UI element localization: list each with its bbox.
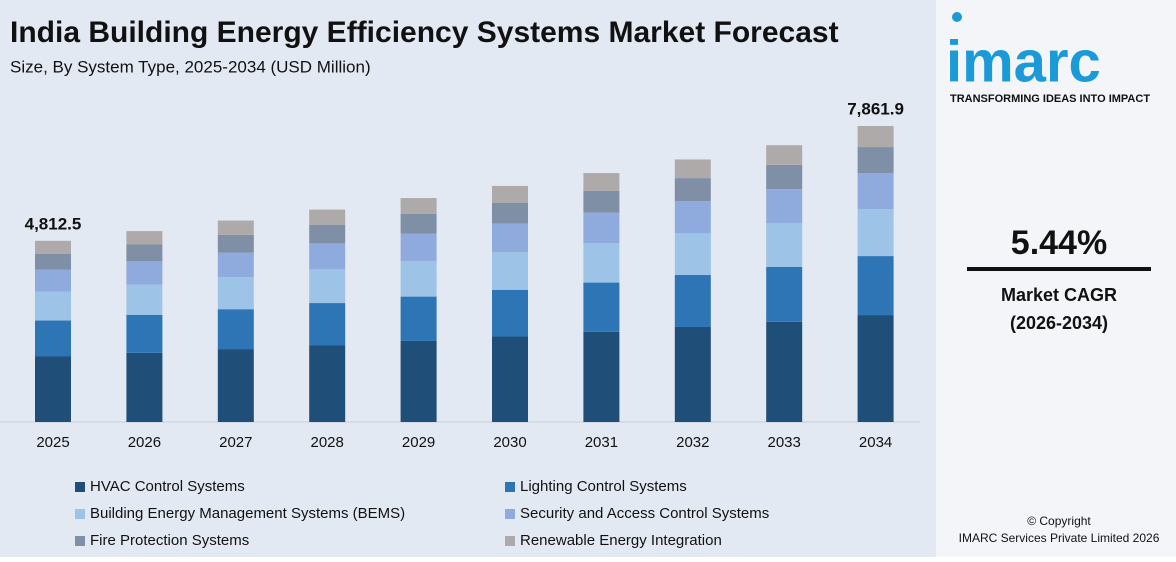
bar-segment <box>35 356 71 422</box>
bar-segment <box>583 212 620 244</box>
x-tick-label: 2033 <box>768 434 801 451</box>
cagr-period: (2026-2034) <box>1010 313 1108 333</box>
bar-segment <box>857 147 894 174</box>
x-tick-label: 2025 <box>36 434 69 451</box>
bar-segment <box>766 321 803 422</box>
bar-segment <box>126 352 163 422</box>
bar-segment <box>492 336 528 422</box>
bar-segment <box>857 209 894 257</box>
chart-subtitle: Size, By System Type, 2025-2034 (USD Mil… <box>10 57 371 76</box>
tagline: TRANSFORMING IDEAS INTO IMPACT <box>950 93 1150 105</box>
bar-segment <box>217 277 254 310</box>
bar-segment <box>35 320 71 357</box>
bar-segment <box>400 340 437 422</box>
bar-segment <box>583 173 620 191</box>
copyright: © Copyright <box>1027 514 1091 528</box>
bar-segment <box>35 291 71 321</box>
sidebar-background <box>936 0 1176 557</box>
bar-segment <box>492 223 528 253</box>
bar-segment <box>217 349 254 422</box>
legend-swatch <box>75 536 85 546</box>
legend-swatch <box>75 509 85 519</box>
legend-label: Renewable Energy Integration <box>520 532 722 549</box>
x-tick-label: 2032 <box>676 434 709 451</box>
bar-segment <box>400 213 437 234</box>
bar-segment <box>492 289 528 337</box>
bar-segment <box>217 252 254 278</box>
bar-segment <box>857 315 894 422</box>
cagr-rule <box>967 267 1151 271</box>
bar-segment <box>583 190 620 213</box>
total-label: 7,861.9 <box>847 99 904 118</box>
cagr-value: 5.44% <box>1011 224 1107 262</box>
bar-segment <box>674 201 711 234</box>
bar-segment <box>309 269 346 304</box>
chart-title: India Building Energy Efficiency Systems… <box>10 16 839 49</box>
bar-segment <box>126 284 163 315</box>
bar-segment <box>674 275 711 327</box>
bar-segment <box>217 309 254 350</box>
logo-dot <box>952 12 962 22</box>
bar-segment <box>400 296 437 341</box>
bar-segment <box>126 244 163 262</box>
x-tick-label: 2030 <box>493 434 526 451</box>
bar-segment <box>217 220 254 235</box>
bar-segment <box>857 173 894 210</box>
x-tick-label: 2029 <box>402 434 435 451</box>
bar-segment <box>674 233 711 276</box>
bar-segment <box>35 269 71 292</box>
x-tick-label: 2027 <box>219 434 252 451</box>
bar-segment <box>217 234 254 253</box>
x-tick-label: 2026 <box>128 434 161 451</box>
bar-segment <box>766 222 803 267</box>
legend-swatch <box>505 536 515 546</box>
x-tick-label: 2028 <box>311 434 344 451</box>
bar-segment <box>674 159 711 179</box>
bar-segment <box>766 266 803 322</box>
bar-segment <box>857 126 894 148</box>
bar-segment <box>583 282 620 332</box>
legend-swatch <box>505 482 515 492</box>
bar-segment <box>126 314 163 353</box>
bar-segment <box>674 326 711 422</box>
legend-label: Fire Protection Systems <box>90 532 249 549</box>
bar-segment <box>400 260 437 297</box>
company: IMARC Services Private Limited 2026 <box>959 531 1160 545</box>
bar-segment <box>400 233 437 261</box>
bar-segment <box>857 256 894 316</box>
x-tick-label: 2031 <box>585 434 618 451</box>
legend-label: HVAC Control Systems <box>90 478 245 495</box>
logo: imarc <box>946 29 1101 94</box>
bar-segment <box>309 224 346 244</box>
x-tick-label: 2034 <box>859 434 892 451</box>
legend-swatch <box>75 482 85 492</box>
bar-segment <box>309 209 346 225</box>
bar-segment <box>583 243 620 283</box>
legend-swatch <box>505 509 515 519</box>
bar-segment <box>766 189 803 223</box>
bar-segment <box>126 261 163 285</box>
bar-segment <box>35 253 71 270</box>
bar-segment <box>583 331 620 422</box>
legend-label: Lighting Control Systems <box>520 478 687 495</box>
legend-label: Security and Access Control Systems <box>520 505 769 522</box>
bar-segment <box>492 202 528 224</box>
bar-segment <box>309 345 346 422</box>
cagr-label: Market CAGR <box>1001 285 1117 305</box>
bar-segment <box>674 178 711 202</box>
bar-segment <box>400 198 437 214</box>
bar-segment <box>492 252 528 290</box>
bar-segment <box>309 303 346 346</box>
bar-segment <box>309 243 346 270</box>
bar-segment <box>492 185 528 203</box>
bar-segment <box>766 164 803 190</box>
legend-label: Building Energy Management Systems (BEMS… <box>90 505 405 522</box>
bar-segment <box>35 240 71 254</box>
bar-segment <box>126 231 163 245</box>
bar-segment <box>766 145 803 165</box>
total-label: 4,812.5 <box>25 214 82 233</box>
